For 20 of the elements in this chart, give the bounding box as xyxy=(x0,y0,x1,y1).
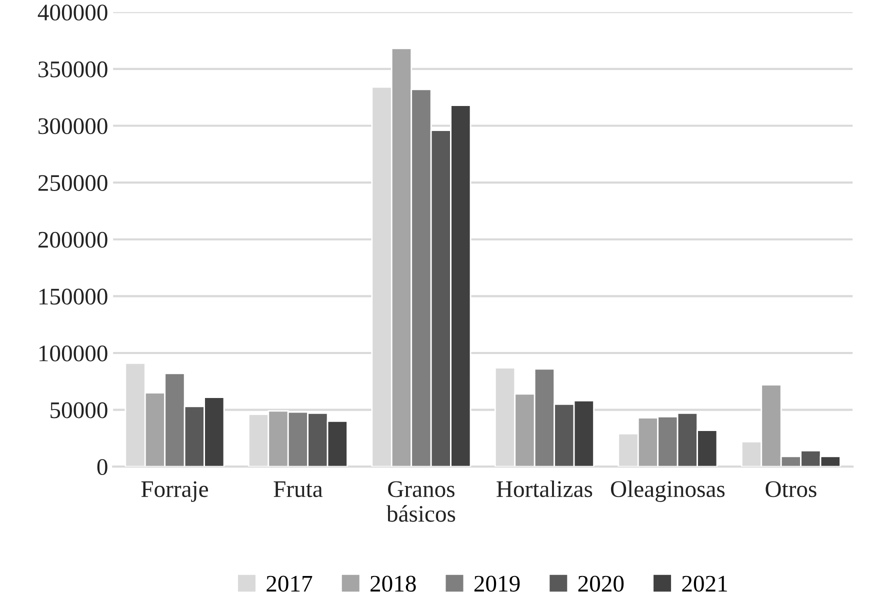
x-tick-label: Granos básicos xyxy=(386,481,456,522)
y-tick-label: 150000 xyxy=(39,288,108,305)
y-tick-label: 300000 xyxy=(38,118,108,134)
x-tick-label: Hortalizas xyxy=(496,480,592,498)
legend-label: 2020 xyxy=(578,576,624,592)
x-tick-label: Fruta xyxy=(274,481,323,498)
x-tick-label: Forraje xyxy=(141,481,208,502)
y-tick-label: 100000 xyxy=(39,345,108,362)
x-tick-label: Oleaginosas xyxy=(610,480,725,502)
y-tick-label: 50000 xyxy=(50,402,108,418)
x-tick-label: Otros xyxy=(766,481,816,498)
legend-label: 2018 xyxy=(370,576,416,592)
y-tick-label: 400000 xyxy=(38,4,108,21)
legend-label: 2021 xyxy=(682,576,727,592)
y-tick-label: 250000 xyxy=(38,175,108,191)
y-tick-label: 0 xyxy=(97,459,108,476)
legend-label: 2017 xyxy=(266,576,312,592)
y-tick-label: 350000 xyxy=(38,61,108,78)
legend-label: 2019 xyxy=(474,576,520,592)
y-tick-label: 200000 xyxy=(38,232,108,248)
